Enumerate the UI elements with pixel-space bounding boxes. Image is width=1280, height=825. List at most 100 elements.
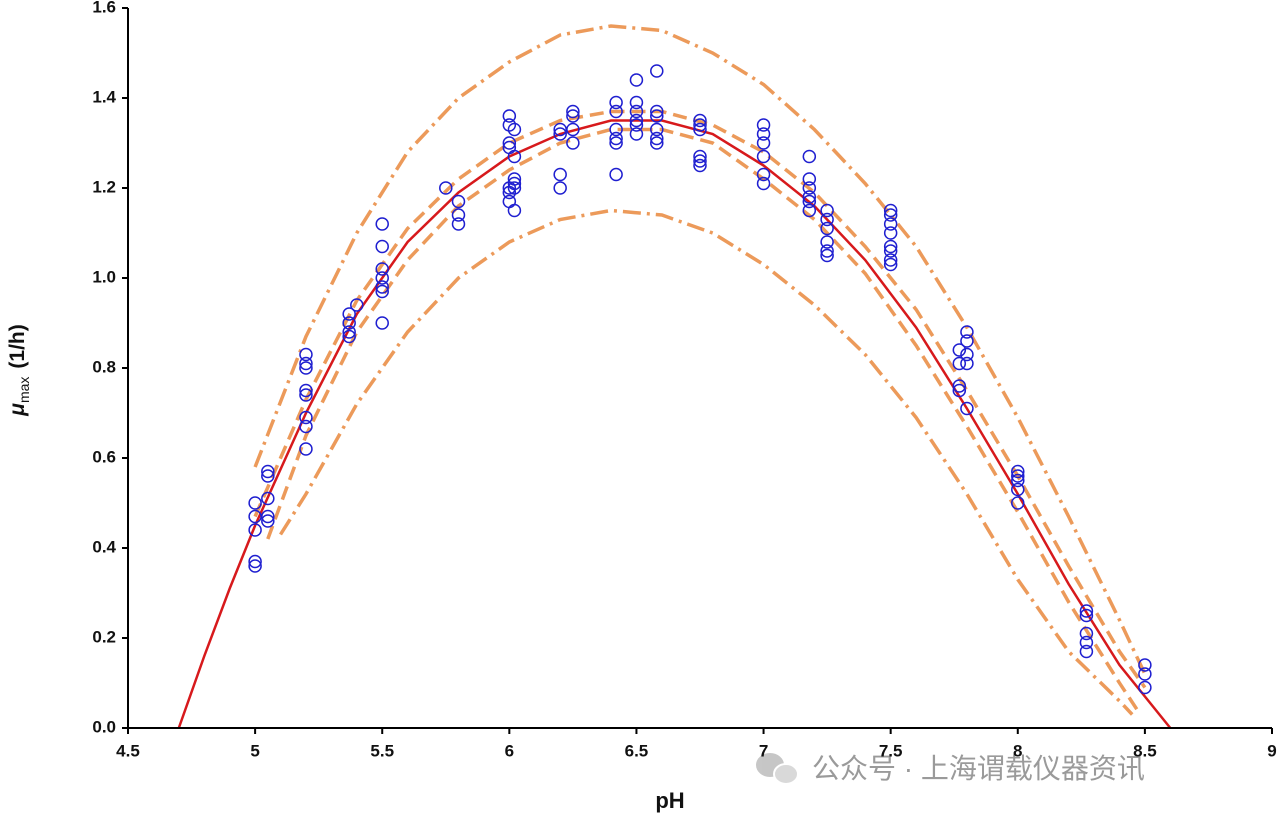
data-point	[883, 257, 898, 272]
data-point	[553, 181, 567, 195]
watermark: 公众号 · 上海谓载仪器资讯	[812, 753, 1145, 784]
data-point	[375, 262, 389, 276]
x-tick-label: 4.5	[116, 741, 140, 760]
data-point	[952, 356, 967, 371]
data-point	[960, 334, 974, 348]
data-point	[693, 113, 707, 128]
data-point	[299, 361, 313, 375]
data-point	[566, 136, 580, 150]
data-point	[629, 127, 644, 141]
data-point	[960, 401, 974, 416]
x-tick-label: 8	[1013, 741, 1022, 760]
data-point	[1138, 667, 1152, 681]
band-line	[253, 109, 1147, 689]
data-point	[342, 316, 356, 330]
data-point	[1011, 473, 1025, 488]
y-axis-subscript: max	[16, 377, 32, 403]
x-tick-label: 5.5	[370, 741, 394, 760]
data-point	[960, 347, 974, 362]
data-point	[507, 203, 522, 218]
data-point	[299, 383, 313, 398]
data-point	[952, 343, 967, 357]
data-point	[342, 329, 356, 344]
y-axis-unit: (1/h)	[6, 324, 29, 368]
data-point	[629, 95, 644, 110]
data-point	[883, 253, 898, 267]
data-point	[553, 167, 567, 182]
data-point	[375, 316, 389, 330]
data-point	[802, 172, 817, 186]
x-axis-title: pH	[655, 788, 684, 813]
data-point	[693, 154, 707, 168]
x-tick-label: 6	[505, 741, 514, 760]
data-point	[820, 203, 834, 218]
data-point	[820, 221, 834, 236]
data-point	[883, 239, 898, 254]
data-point	[439, 181, 453, 195]
data-point	[629, 73, 644, 87]
data-point	[650, 104, 664, 119]
data-point	[375, 239, 389, 254]
data-point	[756, 127, 771, 141]
data-point	[299, 356, 313, 371]
data-point	[802, 194, 817, 209]
data-point	[507, 172, 522, 186]
data-point	[451, 208, 466, 222]
data-point	[629, 113, 644, 128]
data-point	[883, 203, 898, 218]
data-point	[756, 149, 771, 164]
data-point	[507, 122, 522, 137]
data-point	[248, 496, 262, 510]
data-point	[820, 212, 834, 227]
data-point	[693, 149, 707, 164]
data-point	[609, 95, 623, 110]
data-point	[1138, 680, 1152, 695]
data-point	[248, 554, 262, 569]
data-point	[261, 464, 275, 479]
data-point	[693, 158, 707, 173]
y-tick-label: 1.4	[92, 87, 116, 106]
x-tick-label: 9	[1267, 741, 1276, 760]
data-point	[261, 491, 275, 506]
data-point	[507, 149, 522, 164]
data-point	[299, 419, 313, 434]
data-point	[566, 104, 580, 119]
data-point	[1011, 464, 1025, 479]
band-line	[253, 24, 1147, 675]
data-point	[802, 181, 817, 195]
data-point	[248, 523, 262, 537]
data-point	[650, 131, 664, 146]
data-point	[756, 118, 771, 132]
data-point	[502, 118, 517, 132]
y-tick-label: 1.2	[92, 177, 116, 196]
x-tick-label: 8.5	[1133, 741, 1157, 760]
data-point	[342, 325, 356, 339]
data-point	[375, 271, 389, 285]
data-point	[375, 284, 389, 299]
data-point	[1079, 635, 1094, 650]
data-point	[952, 383, 967, 398]
data-point	[1011, 469, 1025, 483]
data-point	[820, 248, 834, 263]
data-point	[261, 514, 275, 528]
x-tick-label: 7	[759, 741, 768, 760]
plot-area	[177, 24, 1172, 729]
data-point	[299, 442, 313, 456]
data-point	[960, 325, 974, 339]
data-point	[609, 167, 623, 182]
data-point	[609, 104, 623, 119]
data-point	[802, 149, 817, 164]
data-point	[952, 379, 967, 393]
y-axis-symbol: μ	[6, 403, 29, 417]
data-point	[261, 509, 275, 524]
data-point	[820, 244, 834, 258]
data-point	[566, 109, 580, 123]
data-point	[629, 104, 644, 119]
x-tick-label: 7.5	[879, 741, 903, 760]
data-point	[883, 226, 898, 240]
data-point	[299, 347, 313, 362]
data-point	[650, 109, 664, 123]
data-point	[507, 181, 522, 195]
data-point	[1011, 496, 1025, 510]
